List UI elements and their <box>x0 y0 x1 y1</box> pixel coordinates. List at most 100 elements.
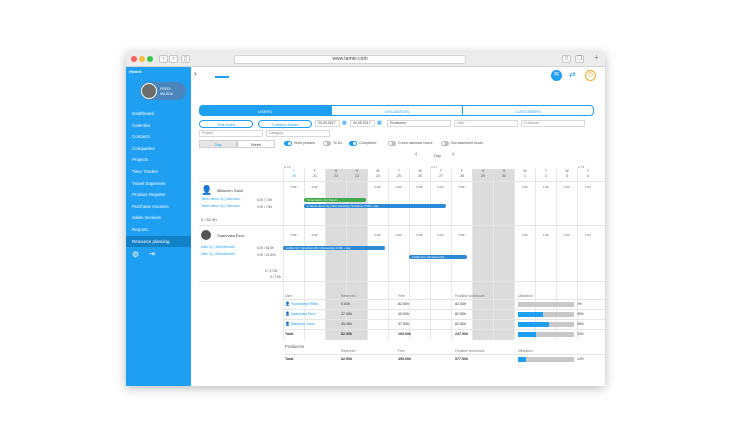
day-header: T 25 <box>388 169 409 181</box>
week-number-label: w 18 <box>578 165 585 169</box>
table-header: User <box>285 294 293 298</box>
table-divider <box>283 354 605 355</box>
grand-total-label: Total <box>285 357 294 361</box>
date-from-input[interactable]: 20.03.2017 <box>315 120 340 127</box>
new-tab-icon[interactable]: + <box>594 53 599 62</box>
timer-icon[interactable]: ◷ <box>585 70 596 81</box>
sidebar-item-calendar[interactable]: Calendar <box>132 122 151 128</box>
date-label: 3 <box>566 174 568 178</box>
day-view-button[interactable]: Day <box>199 140 237 148</box>
sidebar-item-resource-planning[interactable]: Resource planning <box>126 235 191 247</box>
customer-select[interactable]: Customer <box>521 120 585 127</box>
day-gridline <box>514 181 515 340</box>
sidebar-item-reports[interactable]: Reports <box>132 227 148 232</box>
toggle-to-do[interactable] <box>323 141 331 146</box>
this-week-button[interactable]: This week <box>199 120 253 128</box>
sidebar-item-projects[interactable]: Projects <box>132 157 149 163</box>
next-period-icon[interactable]: › <box>452 151 455 158</box>
category-select[interactable]: Category <box>266 130 330 137</box>
producer-user-link[interactable]: Tuomalinja Riitta <box>291 302 318 306</box>
free-value: 45.00h <box>398 312 409 316</box>
maximize-dot-icon[interactable] <box>147 56 153 62</box>
date-to-input[interactable]: 04.05.2017 <box>350 120 375 127</box>
toggle-count-calendar-hours[interactable] <box>388 141 396 146</box>
work-phase-bar[interactable]: ● Tamer demo Oy | New branding | Toukoku… <box>304 204 446 208</box>
day-header: F 28 <box>451 169 472 181</box>
table-header: Possible workhours <box>455 349 485 353</box>
day-header: T 20 <box>283 169 304 181</box>
sidebar-item-purchase-invoices[interactable]: Purchase Invoices <box>132 203 169 209</box>
assignment-link[interactable]: Tamer demo Oy | New busi... <box>201 204 243 208</box>
date-label: 25 <box>397 174 401 178</box>
hours-label: 0 / 7.5h <box>270 275 281 279</box>
toggle-label-to-do: To Do <box>333 141 343 145</box>
user-select[interactable]: User <box>454 120 518 127</box>
back-icon[interactable]: ‹ <box>159 55 168 63</box>
group-select[interactable]: Producers <box>387 120 451 127</box>
day-hours-value: 7.00 <box>542 185 549 189</box>
day-header: S 29 <box>472 169 493 181</box>
address-bar[interactable]: www.tamer.com <box>234 55 466 64</box>
producers-title: Producers <box>285 344 305 349</box>
hours-label: 0.00 / 7.5h <box>257 205 273 209</box>
utilization-fill <box>518 331 537 337</box>
settings-gear-icon[interactable]: ⚙ <box>132 250 140 259</box>
sidebar-toggle-icon[interactable]: ▯ <box>181 55 190 63</box>
sync-icon[interactable]: ⇄ <box>569 70 576 79</box>
tabs-icon[interactable]: ❐ <box>575 55 584 63</box>
table-header: Utilization <box>518 294 533 298</box>
work-phase-bar[interactable]: Tamer demo Oy | New b... <box>304 198 366 202</box>
previous-period-icon[interactable]: ‹ <box>415 151 418 158</box>
logout-icon[interactable]: ⇥ <box>149 251 155 258</box>
day-gridline <box>346 181 347 340</box>
tab-users[interactable]: USERS <box>199 105 331 116</box>
sidebar-item-contacts[interactable]: Contacts <box>132 134 150 140</box>
assignment-link[interactable]: Tamer demo Oy | New busi... <box>201 197 243 201</box>
day-hours-value: 7.00 <box>521 185 528 189</box>
sidebar-item-travel-expenses[interactable]: Travel Expenses <box>132 180 166 186</box>
calendar-from-icon[interactable]: ▦ <box>342 120 347 126</box>
app-logo-icon <box>215 70 229 78</box>
forward-icon[interactable]: › <box>169 55 178 63</box>
sidebar-item-dashboard[interactable]: Dashboard <box>132 111 155 116</box>
person-name: Saarinalia Eero <box>217 233 245 238</box>
week-view-button[interactable]: Week <box>237 140 275 148</box>
assignment-link[interactable]: Alkio Oy | Simerbers/AS <box>201 245 236 249</box>
day-gridline <box>283 181 284 340</box>
sidebar-item-product-register[interactable]: Product Register <box>132 192 166 198</box>
sidebar: Hedeit FREDI MILENA Dashboard Calendar Con… <box>126 67 191 386</box>
sidebar-item-companies[interactable]: Companies <box>132 145 155 151</box>
user-profile[interactable]: FREDI MILENA <box>140 82 186 100</box>
day-gridline <box>577 181 578 340</box>
close-dot-icon[interactable] <box>131 56 137 62</box>
producer-user-link[interactable]: Saarinalia Eero <box>291 312 316 316</box>
toggle-not-assessed-hours[interactable] <box>441 141 449 146</box>
date-label: 1 <box>524 174 526 178</box>
toggle-work-phases[interactable] <box>284 141 292 146</box>
share-icon[interactable]: ⇧ <box>562 55 571 63</box>
sidebar-item-sales-invoices[interactable]: Sales Invoices <box>132 215 162 221</box>
weekday-label: T <box>397 169 401 173</box>
calendar-to-icon[interactable]: ▦ <box>377 120 382 126</box>
work-phase-bar[interactable]: ● Alkio Oy | Simerbers/AS | Alkuselvitys… <box>283 246 385 250</box>
work-phase-bar[interactable]: ● Alkio Oy | Simerbers/AS ... <box>409 255 467 259</box>
day-gridline <box>430 181 431 340</box>
weekend-column <box>325 169 346 340</box>
assignment-link[interactable]: Alkio Oy | Simerbers/AS <box>201 252 236 256</box>
day-hours-value: 7.00 <box>563 185 570 189</box>
utilization-percent: 55% <box>577 322 584 326</box>
producer-user-link[interactable]: Mikkinen Sami <box>291 322 315 326</box>
minimize-dot-icon[interactable] <box>139 56 145 62</box>
toggle-completed[interactable] <box>349 141 357 146</box>
tab-utilization[interactable]: UTILIZATION <box>331 105 463 116</box>
two-weeks-ahead-button[interactable]: 2 weeks ahead <box>258 120 312 128</box>
sidebar-item-time-tracker[interactable]: Time Tracker <box>132 169 159 174</box>
day-hours-value: 7.00 <box>563 233 570 237</box>
chat-icon[interactable]: ✉ <box>551 70 562 81</box>
project-select[interactable]: Project <box>199 130 263 137</box>
collapse-sidebar-icon[interactable]: › <box>194 69 197 78</box>
total-reserved: 82.50h <box>341 332 353 336</box>
tab-customers[interactable]: CUSTOMERS <box>462 105 594 116</box>
row-divider <box>283 319 605 320</box>
